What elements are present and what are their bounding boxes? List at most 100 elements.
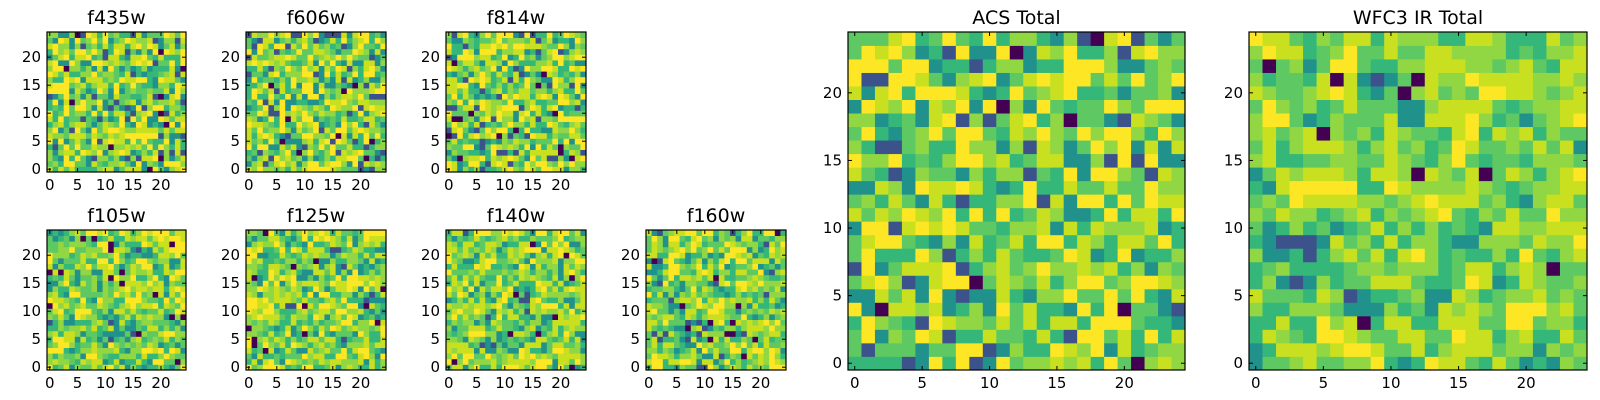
- heatmap-cell: [746, 286, 753, 292]
- heatmap-cell: [462, 336, 469, 343]
- heatmap-cell: [91, 76, 98, 83]
- heatmap-cell: [479, 121, 486, 128]
- heatmap-cell: [928, 356, 943, 371]
- heatmap-cell: [341, 121, 348, 128]
- heatmap-cell: [552, 76, 559, 83]
- heatmap-cell: [307, 43, 314, 50]
- heatmap-cell: [507, 144, 514, 150]
- heatmap-cell: [746, 319, 753, 326]
- heatmap-cell: [296, 88, 303, 94]
- heatmap-cell: [679, 336, 686, 343]
- heatmap-cell: [485, 155, 492, 162]
- heatmap-cell: [702, 342, 708, 348]
- heatmap-cell: [752, 342, 759, 348]
- heatmap-cell: [330, 235, 336, 242]
- heatmap-cell: [135, 121, 142, 128]
- heatmap-cell: [113, 43, 120, 50]
- heatmap-cell: [313, 82, 320, 89]
- heatmap-cell: [363, 330, 370, 337]
- heatmap-cell: [135, 110, 142, 117]
- heatmap-cell: [735, 353, 742, 360]
- heatmap-cell: [651, 235, 658, 242]
- heatmap-cell: [257, 353, 264, 360]
- heatmap-cell: [752, 358, 759, 365]
- heatmap-cell: [1009, 288, 1024, 303]
- heatmap-cell: [518, 60, 525, 66]
- heatmap-cell: [563, 93, 570, 100]
- heatmap-cell: [746, 291, 753, 298]
- heatmap-cell: [580, 286, 587, 292]
- heatmap-cell: [307, 302, 314, 309]
- heatmap-cell: [861, 302, 876, 317]
- heatmap-cell: [518, 127, 525, 134]
- heatmap-cell: [485, 160, 492, 167]
- heatmap-cell: [490, 246, 497, 253]
- heatmap-cell: [774, 269, 781, 276]
- heatmap-cell: [888, 315, 903, 330]
- heatmap-cell: [685, 235, 692, 242]
- heatmap-cell: [313, 274, 320, 281]
- heatmap-cell: [113, 330, 120, 337]
- heatmap-cell: [318, 258, 325, 264]
- heatmap-cell: [262, 325, 269, 332]
- heatmap-cell: [124, 138, 131, 145]
- heatmap-cell: [358, 65, 364, 72]
- heatmap-cell: [518, 71, 525, 78]
- heatmap-cell: [113, 32, 120, 38]
- heatmap-cell: [124, 314, 131, 320]
- heatmap-cell: [1171, 315, 1186, 330]
- heatmap-cell: [102, 252, 109, 259]
- heatmap-cell: [457, 54, 464, 61]
- heatmap-cell: [69, 121, 76, 128]
- heatmap-cell: [982, 261, 997, 276]
- heatmap-cell: [169, 160, 176, 167]
- heatmap-cell: [147, 291, 154, 298]
- heatmap-cell: [474, 60, 480, 66]
- heatmap-cell: [158, 319, 165, 326]
- heatmap-cell: [558, 60, 564, 66]
- heatmap-cell: [257, 291, 264, 298]
- heatmap-cell: [996, 275, 1011, 290]
- heatmap-cell: [147, 121, 154, 128]
- heatmap-cell: [955, 288, 970, 303]
- heatmap-cell: [535, 336, 542, 343]
- heatmap-cell: [91, 149, 98, 156]
- heatmap-cell: [696, 230, 703, 236]
- heatmap-cell: [563, 155, 570, 162]
- heatmap-cell: [58, 99, 65, 106]
- heatmap-cell: [318, 93, 325, 100]
- heatmap-cell: [251, 88, 258, 94]
- heatmap-cell: [69, 54, 76, 61]
- heatmap-cell: [374, 155, 381, 162]
- heatmap-cell: [490, 160, 497, 167]
- heatmap-cell: [257, 43, 264, 50]
- heatmap-cell: [569, 160, 576, 167]
- heatmap-cell: [374, 138, 381, 145]
- heatmap-cell: [147, 258, 154, 264]
- heatmap-cell: [563, 258, 570, 264]
- heatmap-cell: [668, 325, 675, 332]
- heatmap-cell: [63, 235, 70, 242]
- heatmap-cell: [358, 99, 364, 106]
- heatmap-cell: [290, 258, 297, 264]
- heatmap-cell: [1077, 302, 1092, 317]
- heatmap-cell: [535, 127, 542, 134]
- heatmap-cell: [268, 60, 275, 66]
- heatmap-cell: [108, 252, 115, 259]
- heatmap-cell: [268, 241, 275, 248]
- heatmap-cell: [446, 302, 452, 309]
- heatmap-cell: [485, 246, 492, 253]
- heatmap-cell: [457, 235, 464, 242]
- heatmap-cell: [685, 241, 692, 248]
- heatmap-cell: [251, 93, 258, 100]
- heatmap-cell: [513, 280, 520, 287]
- heatmap-cell: [130, 155, 137, 162]
- heatmap-cell: [124, 319, 131, 326]
- heatmap-cell: [130, 99, 137, 106]
- heatmap-cell: [141, 138, 148, 145]
- heatmap-cell: [251, 347, 258, 354]
- heatmap-cell: [91, 82, 98, 89]
- heatmap-cell: [513, 116, 520, 122]
- heatmap-cell: [490, 82, 497, 89]
- heatmap-cell: [302, 241, 308, 248]
